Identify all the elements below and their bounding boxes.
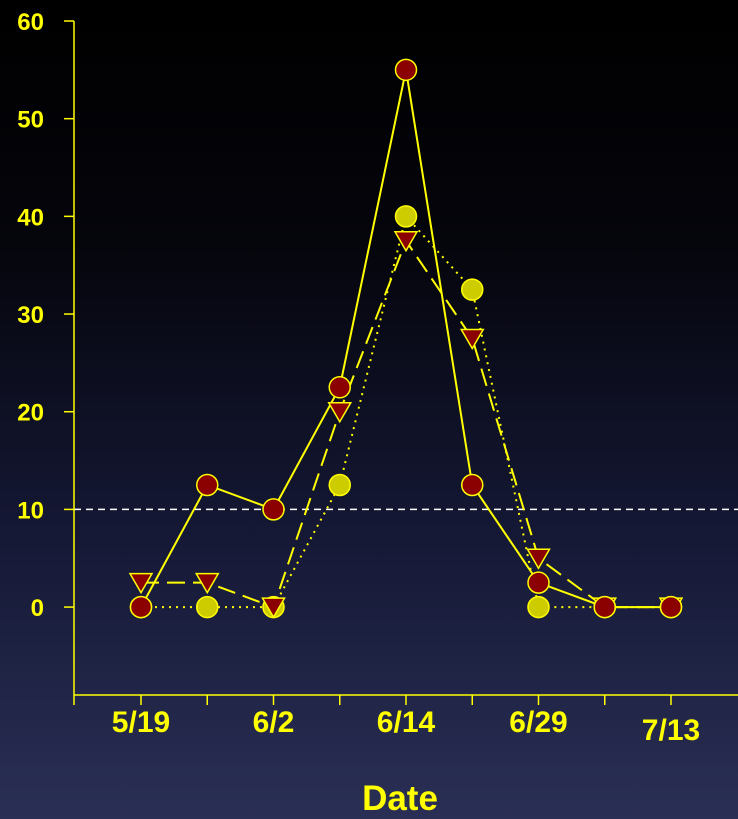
y-tick-label: 50: [17, 107, 44, 134]
x-tick-label: 5/19: [112, 706, 170, 739]
series-line: [141, 214, 671, 609]
y-tick-label: 60: [17, 9, 44, 36]
x-axis-title: Date: [362, 779, 438, 818]
data-point: [196, 473, 219, 497]
x-tick-label: 7/13: [642, 714, 700, 747]
data-point: [129, 595, 153, 619]
series-layer: [128, 58, 684, 619]
data-point: [128, 572, 154, 595]
y-tick-label: 10: [17, 497, 44, 524]
data-point: [194, 572, 220, 595]
data-point: [461, 278, 484, 301]
data-point: [459, 328, 485, 350]
y-tick-label: 40: [17, 204, 44, 231]
tick-labels: 0 10 20 30 40 50 60 5/19 6/2 6/14 6/29 7/13: [17, 9, 700, 747]
series-line: [140, 69, 671, 609]
series-line: [141, 238, 671, 609]
y-tick-label: 30: [17, 302, 44, 329]
data-point: [393, 231, 419, 253]
y-tick-label: 20: [17, 400, 44, 427]
data-point: [526, 548, 551, 570]
data-point: [527, 595, 550, 619]
data-point: [461, 473, 484, 497]
x-tick-label: 6/29: [509, 706, 567, 739]
data-point: [593, 595, 616, 619]
y-tick-label: 0: [31, 595, 44, 622]
data-point: [328, 376, 351, 399]
data-point: [659, 595, 683, 619]
data-point: [262, 498, 285, 521]
data-point: [527, 571, 550, 594]
data-point: [261, 597, 286, 619]
data-point: [394, 58, 418, 82]
data-point: [196, 595, 219, 619]
data-point: [327, 401, 353, 424]
data-point: [328, 473, 351, 497]
x-tick-label: 6/14: [377, 706, 436, 739]
data-point: [394, 205, 418, 228]
x-tick-label: 6/2: [253, 706, 295, 739]
axes: [64, 20, 738, 705]
